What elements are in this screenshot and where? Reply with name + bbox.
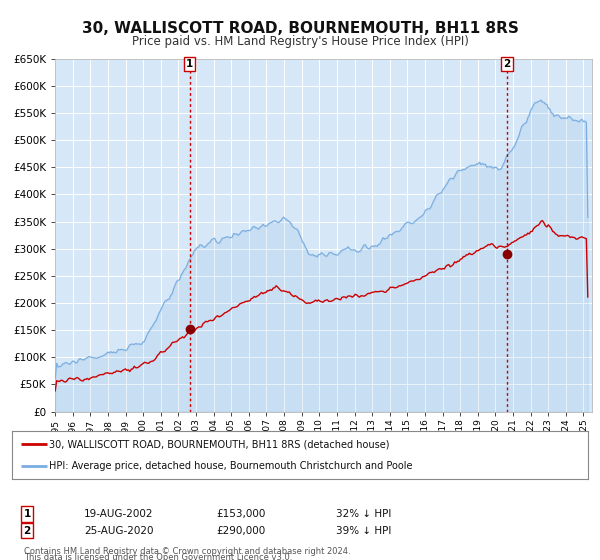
Text: This data is licensed under the Open Government Licence v3.0.: This data is licensed under the Open Gov…: [24, 553, 292, 560]
Text: 19-AUG-2002: 19-AUG-2002: [84, 509, 154, 519]
Text: 2: 2: [503, 59, 511, 69]
Text: 25-AUG-2020: 25-AUG-2020: [84, 526, 154, 536]
Text: 39% ↓ HPI: 39% ↓ HPI: [336, 526, 391, 536]
Text: Contains HM Land Registry data © Crown copyright and database right 2024.: Contains HM Land Registry data © Crown c…: [24, 547, 350, 556]
Text: 2: 2: [23, 526, 31, 536]
Text: HPI: Average price, detached house, Bournemouth Christchurch and Poole: HPI: Average price, detached house, Bour…: [49, 461, 413, 471]
Text: 30, WALLISCOTT ROAD, BOURNEMOUTH, BH11 8RS: 30, WALLISCOTT ROAD, BOURNEMOUTH, BH11 8…: [82, 21, 518, 36]
Text: 30, WALLISCOTT ROAD, BOURNEMOUTH, BH11 8RS (detached house): 30, WALLISCOTT ROAD, BOURNEMOUTH, BH11 8…: [49, 439, 390, 449]
Text: 32% ↓ HPI: 32% ↓ HPI: [336, 509, 391, 519]
Text: £153,000: £153,000: [216, 509, 265, 519]
Text: Price paid vs. HM Land Registry's House Price Index (HPI): Price paid vs. HM Land Registry's House …: [131, 35, 469, 48]
Text: £290,000: £290,000: [216, 526, 265, 536]
Text: 1: 1: [186, 59, 193, 69]
Text: 1: 1: [23, 509, 31, 519]
